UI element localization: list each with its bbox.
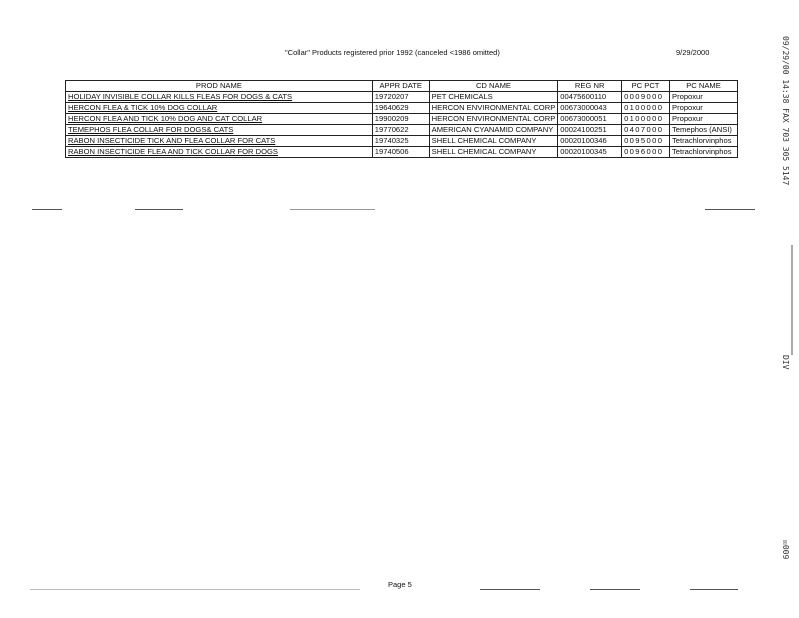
products-table: PROD NAME APPR DATE CD NAME REG NR PC PC… <box>65 80 738 158</box>
scan-artifact-line <box>705 209 755 210</box>
document-date: 9/29/2000 <box>676 48 710 57</box>
cell-reg-nr: 00024100251 <box>557 124 623 136</box>
cell-appr-date: 19770622 <box>371 124 430 136</box>
cell-prod-name: HERCON FLEA AND TICK 10% DOG AND CAT COL… <box>65 113 373 125</box>
footer-artifact-line <box>690 589 738 590</box>
col-cd-name: CD NAME <box>428 80 559 92</box>
cell-pc-name: Propoxur <box>669 113 738 125</box>
cell-pc-name: Propoxur <box>669 91 738 103</box>
cell-appr-date: 19740506 <box>371 146 430 158</box>
cell-pc-name: Temephos (ANSI) <box>669 124 738 136</box>
col-reg-nr: REG NR <box>557 80 623 92</box>
cell-appr-date: 19720207 <box>371 91 430 103</box>
scan-edge-bar <box>791 245 793 355</box>
cell-pc-name: Tetrachlorvinphos <box>669 135 738 147</box>
scan-artifact-line <box>135 209 183 210</box>
cell-prod-name: TEMEPHOS FLEA COLLAR FOR DOGS& CATS <box>65 124 373 136</box>
col-appr-date: APPR DATE <box>371 80 430 92</box>
cell-reg-nr: 00673000051 <box>557 113 623 125</box>
cell-pc-pct: 0096000 <box>621 146 670 158</box>
fax-page-no-text: 009 <box>781 544 790 560</box>
table-row: RABON INSECTICIDE FLEA AND TICK COLLAR F… <box>65 146 738 158</box>
cell-cd-name: PET CHEMICALS <box>428 91 559 103</box>
cell-prod-name: RABON INSECTICIDE FLEA AND TICK COLLAR F… <box>65 146 373 158</box>
cell-pc-name: Propoxur <box>669 102 738 114</box>
cell-cd-name: AMERICAN CYANAMID COMPANY <box>428 124 559 136</box>
col-pc-pct: PC PCT <box>621 80 670 92</box>
cell-reg-nr: 00020100345 <box>557 146 623 158</box>
cell-appr-date: 19640629 <box>371 102 430 114</box>
cell-appr-date: 19740325 <box>371 135 430 147</box>
table-row: HOLIDAY INVISIBLE COLLAR KILLS FLEAS FOR… <box>65 91 738 103</box>
cell-prod-name: RABON INSECTICIDE TICK AND FLEA COLLAR F… <box>65 135 373 147</box>
cell-appr-date: 19900209 <box>371 113 430 125</box>
footer-artifact-line <box>480 589 540 590</box>
cell-reg-nr: 00673000043 <box>557 102 623 114</box>
cell-cd-name: HERCON ENVIRONMENTAL CORP <box>428 113 559 125</box>
cell-prod-name: HOLIDAY INVISIBLE COLLAR KILLS FLEAS FOR… <box>65 91 373 103</box>
table-row: TEMEPHOS FLEA COLLAR FOR DOGS& CATS 19770… <box>65 124 738 136</box>
footer-artifact-line <box>30 589 360 590</box>
cell-reg-nr: 00475600110 <box>557 91 623 103</box>
cell-cd-name: HERCON ENVIRONMENTAL CORP <box>428 102 559 114</box>
fax-page-number: ☒009 <box>781 540 790 559</box>
cell-prod-name: HERCON FLEA & TICK 10% DOG COLLAR <box>65 102 373 114</box>
footer-artifact-line <box>590 589 640 590</box>
table-row: HERCON FLEA & TICK 10% DOG COLLAR 1964062… <box>65 102 738 114</box>
cell-pc-pct: 0009000 <box>621 91 670 103</box>
cell-pc-name: Tetrachlorvinphos <box>669 146 738 158</box>
cell-pc-pct: 0100000 <box>621 113 670 125</box>
fax-stamp: 09/29/00 14:38 FAX 703 305 5147 <box>781 36 790 186</box>
col-prod-name: PROD NAME <box>65 80 373 92</box>
table-row: HERCON FLEA AND TICK 10% DOG AND CAT COL… <box>65 113 738 125</box>
fax-dept: DIV <box>781 355 790 370</box>
scan-artifact-line <box>290 209 375 210</box>
cell-reg-nr: 00020100346 <box>557 135 623 147</box>
cell-pc-pct: 0095000 <box>621 135 670 147</box>
document-title: "Collar" Products registered prior 1992 … <box>285 48 500 57</box>
cell-cd-name: SHELL CHEMICAL COMPANY <box>428 146 559 158</box>
table-header-row: PROD NAME APPR DATE CD NAME REG NR PC PC… <box>65 80 738 92</box>
cell-pc-pct: 0407000 <box>621 124 670 136</box>
scan-artifact-line <box>32 209 62 210</box>
cell-cd-name: SHELL CHEMICAL COMPANY <box>428 135 559 147</box>
table-row: RABON INSECTICIDE TICK AND FLEA COLLAR F… <box>65 135 738 147</box>
page-number: Page 5 <box>388 580 412 589</box>
cell-pc-pct: 0100000 <box>621 102 670 114</box>
col-pc-name: PC NAME <box>669 80 738 92</box>
